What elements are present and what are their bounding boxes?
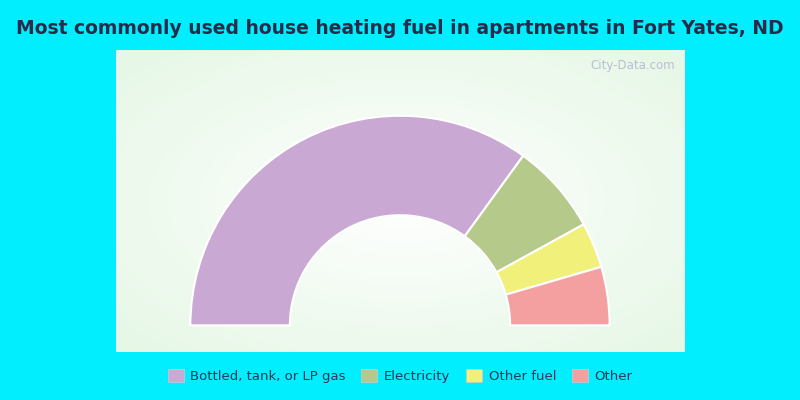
- Text: Most commonly used house heating fuel in apartments in Fort Yates, ND: Most commonly used house heating fuel in…: [16, 20, 784, 38]
- Legend: Bottled, tank, or LP gas, Electricity, Other fuel, Other: Bottled, tank, or LP gas, Electricity, O…: [162, 364, 638, 388]
- Text: City-Data.com: City-Data.com: [590, 59, 675, 72]
- Wedge shape: [465, 156, 584, 272]
- Wedge shape: [190, 116, 523, 325]
- Wedge shape: [497, 224, 602, 295]
- Wedge shape: [506, 267, 610, 325]
